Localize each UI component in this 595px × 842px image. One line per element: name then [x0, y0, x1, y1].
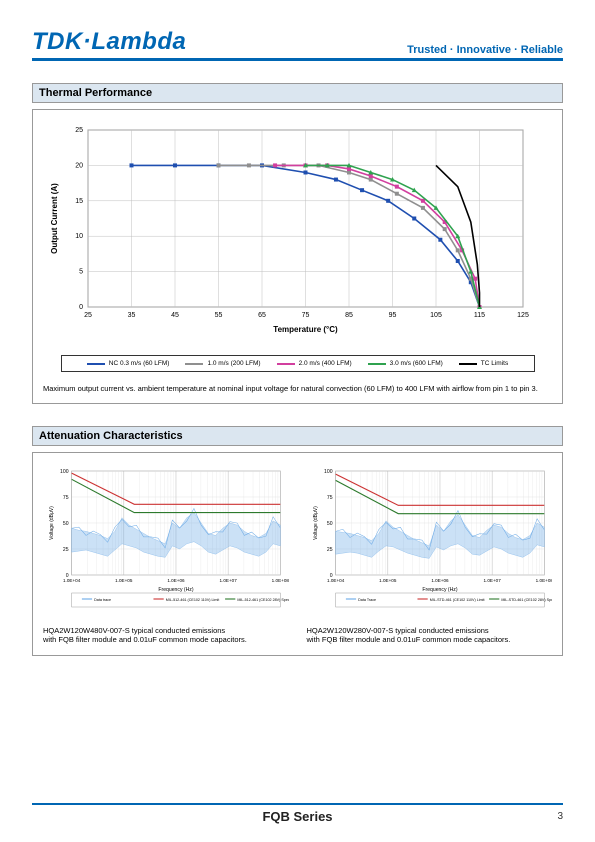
svg-text:1.0E+08: 1.0E+08 [272, 578, 289, 583]
section-title-attenuation: Attenuation Characteristics [32, 426, 563, 446]
att-right-l1: HQA2W120W280V-007-S typical conducted em… [307, 626, 489, 635]
svg-text:1.0E+04: 1.0E+04 [63, 578, 81, 583]
svg-text:25: 25 [63, 547, 69, 553]
att-left-l2: with FQB filter module and 0.01uF common… [43, 635, 247, 644]
svg-text:100: 100 [324, 469, 333, 475]
attenuation-panel: 02550751001.0E+041.0E+051.0E+061.0E+071.… [32, 452, 563, 656]
legend-label: 1.0 m/s (200 LFM) [207, 360, 260, 367]
legend-swatch [185, 363, 203, 365]
svg-text:25: 25 [84, 312, 92, 319]
svg-text:85: 85 [345, 312, 353, 319]
footer-page-number: 3 [533, 811, 563, 822]
svg-text:5: 5 [79, 269, 83, 276]
svg-text:1.0E+05: 1.0E+05 [115, 578, 133, 583]
svg-text:50: 50 [63, 521, 69, 527]
svg-text:1.0E+06: 1.0E+06 [431, 578, 449, 583]
footer-series: FQB Series [62, 809, 533, 824]
legend-swatch [277, 363, 295, 365]
thermal-caption: Maximum output current vs. ambient tempe… [43, 384, 552, 393]
legend-label: 2.0 m/s (400 LFM) [299, 360, 352, 367]
tagline: Trusted · Innovative · Reliable [407, 44, 563, 56]
svg-text:MIL-STD-461 (CE102 110V) Limit: MIL-STD-461 (CE102 110V) Limit [429, 598, 484, 602]
svg-text:25: 25 [326, 547, 332, 553]
svg-text:100: 100 [60, 469, 69, 475]
legend-label: 3.0 m/s (600 LFM) [390, 360, 443, 367]
att-right-l2: with FQB filter module and 0.01uF common… [307, 635, 511, 644]
svg-text:35: 35 [128, 312, 136, 319]
attenuation-chart-left: 02550751001.0E+041.0E+051.0E+061.0E+071.… [43, 465, 289, 615]
svg-text:1.0E+05: 1.0E+05 [379, 578, 397, 583]
svg-text:MIL-512-461 (CE102 110V) Limit: MIL-512-461 (CE102 110V) Limit [166, 598, 220, 602]
svg-text:1.0E+07: 1.0E+07 [220, 578, 238, 583]
legend-item: TC Limits [459, 360, 508, 367]
svg-text:Data trace: Data trace [94, 598, 111, 602]
svg-text:25: 25 [75, 127, 83, 134]
page-header: TDK·Lambda Trusted · Innovative · Reliab… [32, 28, 563, 61]
legend-swatch [459, 363, 477, 365]
svg-text:55: 55 [215, 312, 223, 319]
legend-item: 2.0 m/s (400 LFM) [277, 360, 352, 367]
svg-text:MIL-STD-461 (CE102 28V) Spec L: MIL-STD-461 (CE102 28V) Spec Limit [501, 598, 552, 602]
thermal-panel: 0 5 10 15 20 25 25 35 45 55 65 75 85 95 105 115 125 Tempe… [32, 109, 563, 404]
svg-text:75: 75 [302, 312, 310, 319]
svg-text:65: 65 [258, 312, 266, 319]
attenuation-caption-left: HQA2W120W480V-007-S typical conducted em… [43, 626, 289, 645]
svg-text:20: 20 [75, 162, 83, 169]
svg-text:1.0E+06: 1.0E+06 [167, 578, 185, 583]
svg-text:15: 15 [75, 198, 83, 205]
logo: TDK·Lambda [32, 28, 186, 56]
svg-text:Voltage (dBμV): Voltage (dBμV) [313, 506, 319, 540]
svg-text:1.0E+08: 1.0E+08 [535, 578, 552, 583]
svg-text:MIL-512-461 (CE102 28V) Spec L: MIL-512-461 (CE102 28V) Spec Limit [237, 598, 288, 602]
legend-swatch [87, 363, 105, 365]
thermal-chart: 0 5 10 15 20 25 25 35 45 55 65 75 85 95 105 115 125 Tempe… [43, 122, 533, 342]
section-title-thermal: Thermal Performance [32, 83, 563, 103]
svg-text:10: 10 [75, 233, 83, 240]
svg-text:105: 105 [430, 312, 442, 319]
svg-text:Data Trace: Data Trace [358, 598, 376, 602]
thermal-legend: NC 0.3 m/s (60 LFM) 1.0 m/s (200 LFM) 2.0 … [61, 355, 535, 372]
svg-text:75: 75 [63, 495, 69, 501]
svg-text:75: 75 [326, 495, 332, 501]
legend-label: NC 0.3 m/s (60 LFM) [109, 360, 170, 367]
svg-text:115: 115 [474, 312, 485, 319]
legend-item: 1.0 m/s (200 LFM) [185, 360, 260, 367]
svg-text:125: 125 [517, 312, 529, 319]
legend-label: TC Limits [481, 360, 508, 367]
legend-item: 3.0 m/s (600 LFM) [368, 360, 443, 367]
svg-text:Temperature (°C): Temperature (°C) [273, 325, 338, 334]
svg-text:Output Current (A): Output Current (A) [50, 183, 59, 254]
svg-text:50: 50 [326, 521, 332, 527]
svg-text:Frequency (Hz): Frequency (Hz) [158, 587, 193, 593]
svg-text:0: 0 [79, 304, 83, 311]
svg-text:1.0E+04: 1.0E+04 [327, 578, 345, 583]
svg-text:Voltage (dBμV): Voltage (dBμV) [49, 506, 55, 540]
legend-item: NC 0.3 m/s (60 LFM) [87, 360, 170, 367]
svg-text:95: 95 [389, 312, 397, 319]
att-left-l1: HQA2W120W480V-007-S typical conducted em… [43, 626, 225, 635]
page-footer: FQB Series 3 [32, 803, 563, 824]
svg-text:1.0E+07: 1.0E+07 [483, 578, 501, 583]
svg-text:Frequency (Hz): Frequency (Hz) [422, 587, 457, 593]
attenuation-caption-right: HQA2W120W280V-007-S typical conducted em… [307, 626, 553, 645]
svg-text:45: 45 [171, 312, 179, 319]
attenuation-chart-right: 02550751001.0E+041.0E+051.0E+061.0E+071.… [307, 465, 553, 615]
legend-swatch [368, 363, 386, 365]
